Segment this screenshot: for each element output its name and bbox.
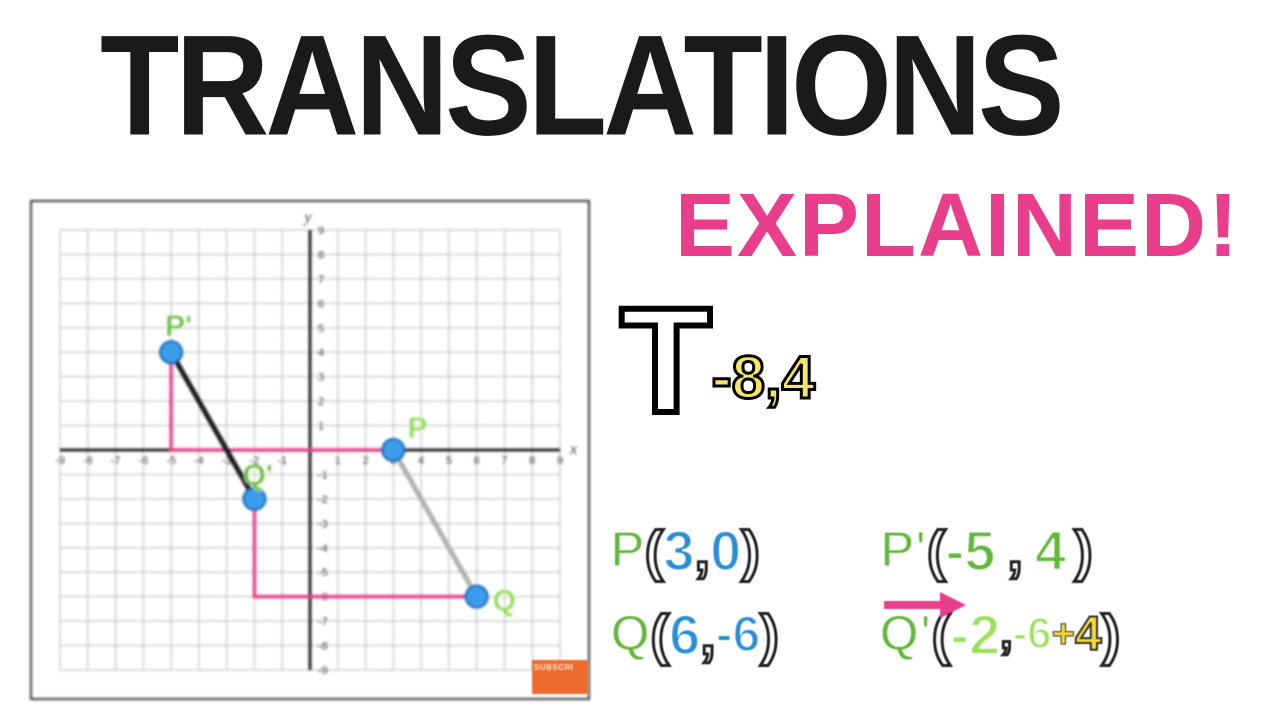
svg-text:9: 9 xyxy=(557,455,563,467)
svg-text:-4: -4 xyxy=(194,455,204,467)
svg-text:6: 6 xyxy=(318,298,324,310)
arrow-icon xyxy=(878,550,968,670)
svg-text:-1: -1 xyxy=(318,469,328,481)
svg-text:-8: -8 xyxy=(83,455,93,467)
svg-text:-9: -9 xyxy=(318,665,328,677)
svg-text:8: 8 xyxy=(529,455,535,467)
svg-text:x: x xyxy=(569,441,577,458)
svg-text:5: 5 xyxy=(318,323,324,335)
svg-text:-7: -7 xyxy=(318,616,328,628)
Q-x: 6 xyxy=(669,602,700,667)
subscribe-badge: SUBSCRI xyxy=(532,660,588,694)
svg-text:2: 2 xyxy=(318,396,324,408)
Qp-op: + xyxy=(1052,612,1075,657)
svg-text:P: P xyxy=(407,412,427,445)
svg-text:Q: Q xyxy=(493,585,516,618)
coordinates-panel: P ( 3 , 0 ) P' ( -5 , 4 ) Q ( 6 , -6 ) Q… xyxy=(610,510,1270,678)
P-y: 0 xyxy=(710,518,741,583)
Qp-b: 4 xyxy=(1075,607,1102,662)
svg-text:7: 7 xyxy=(501,455,507,467)
svg-text:-4: -4 xyxy=(318,543,328,555)
coord-row-1: P ( 3 , 0 ) P' ( -5 , 4 ) xyxy=(610,510,1270,590)
Qp-a: -6 xyxy=(1012,609,1051,659)
svg-text:9: 9 xyxy=(318,225,324,237)
svg-text:y: y xyxy=(302,209,312,226)
P-x: 3 xyxy=(663,518,694,583)
svg-text:-5: -5 xyxy=(318,567,328,579)
svg-text:-7: -7 xyxy=(111,455,121,467)
t-subscript: -8,4 xyxy=(712,343,815,420)
svg-text:-9: -9 xyxy=(55,455,65,467)
svg-text:-6: -6 xyxy=(138,455,148,467)
svg-text:P': P' xyxy=(165,310,192,343)
svg-text:-3: -3 xyxy=(318,518,328,530)
svg-text:2: 2 xyxy=(362,455,368,467)
svg-text:-8: -8 xyxy=(318,641,328,653)
svg-text:5: 5 xyxy=(446,455,452,467)
title-main: TRANSLATIONS xyxy=(100,3,1061,168)
svg-text:4: 4 xyxy=(418,455,424,467)
svg-text:7: 7 xyxy=(318,274,324,286)
svg-text:1: 1 xyxy=(335,455,341,467)
coordinate-graph: -9-8-7-6-5-4-3-2-1123456789-9-8-7-6-5-4-… xyxy=(30,200,590,700)
svg-text:-1: -1 xyxy=(277,455,287,467)
Pp-y: 4 xyxy=(1035,518,1066,583)
svg-text:Q': Q' xyxy=(242,459,272,492)
svg-text:3: 3 xyxy=(318,372,324,384)
t-notation: T -8,4 xyxy=(620,300,815,420)
graph-svg: -9-8-7-6-5-4-3-2-1123456789-9-8-7-6-5-4-… xyxy=(32,202,588,698)
title-sub: EXPLAINED! xyxy=(675,175,1240,278)
svg-text:1: 1 xyxy=(318,421,324,433)
t-letter: T xyxy=(620,300,712,420)
Q-y: -6 xyxy=(716,605,760,663)
svg-text:8: 8 xyxy=(318,249,324,261)
svg-text:4: 4 xyxy=(318,347,324,359)
svg-text:-2: -2 xyxy=(318,494,328,506)
svg-text:-5: -5 xyxy=(166,455,176,467)
label-Q: Q xyxy=(610,604,650,664)
svg-text:6: 6 xyxy=(474,455,480,467)
label-P: P xyxy=(610,520,645,580)
